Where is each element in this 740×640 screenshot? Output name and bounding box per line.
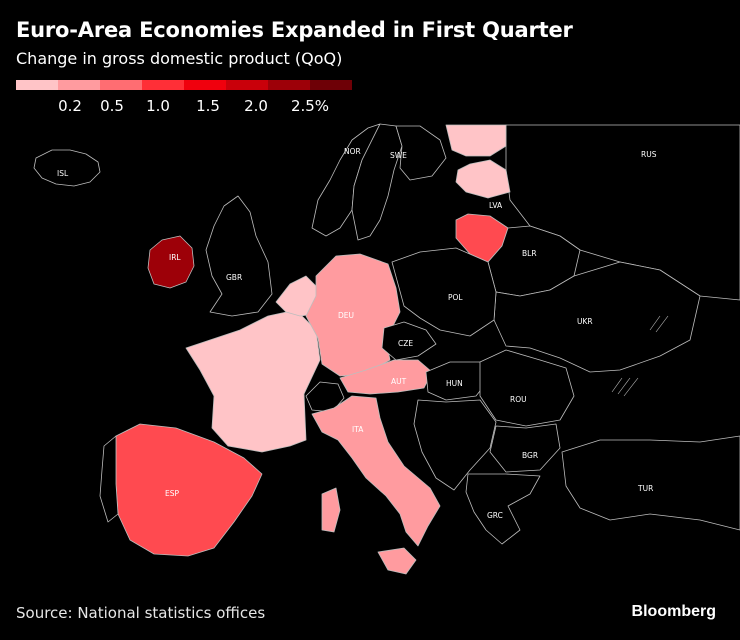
label-esp: ESP [165, 489, 179, 498]
chart-title: Euro-Area Economies Expanded in First Qu… [16, 18, 573, 42]
country-rus [505, 124, 740, 301]
label-ita: ITA [352, 425, 364, 434]
label-lva: LVA [489, 201, 503, 210]
label-hun: HUN [446, 379, 463, 388]
legend-swatch [268, 80, 310, 90]
bloomberg-logo: Bloomberg [631, 603, 716, 620]
legend-swatch [16, 80, 58, 90]
label-grc: GRC [487, 511, 503, 520]
label-rus: RUS [641, 150, 657, 159]
label-swe: SWE [390, 151, 407, 160]
legend-swatch [226, 80, 268, 90]
label-pol: POL [448, 293, 463, 302]
source-note: Source: National statistics offices [16, 604, 266, 622]
color-legend: 0.2 0.5 1.0 1.5 2.0 2.5% [16, 80, 352, 120]
country-grc [465, 473, 541, 545]
label-deu: DEU [338, 311, 354, 320]
country-irl [147, 235, 195, 289]
label-isl: ISL [57, 169, 69, 178]
country-est [445, 124, 507, 157]
legend-color-bar [16, 80, 352, 90]
country-pol [391, 247, 497, 337]
legend-tick: 2.5% [290, 97, 330, 115]
chart-subtitle: Change in gross domestic product (QoQ) [16, 49, 343, 68]
legend-swatch [184, 80, 226, 90]
country-rou [479, 349, 575, 427]
label-nor: NOR [344, 147, 361, 156]
country-fra [185, 309, 321, 453]
country-esp [115, 423, 263, 557]
legend-tick: 0.5 [100, 97, 124, 115]
label-ukr: UKR [577, 317, 593, 326]
disputed-hatch [611, 315, 669, 397]
legend-swatch [100, 80, 142, 90]
label-aut: AUT [391, 377, 407, 386]
label-rou: ROU [510, 395, 527, 404]
country-lva [455, 159, 511, 199]
country-ita-sicily [377, 547, 417, 575]
legend-tick: 1.0 [146, 97, 170, 115]
country-tur [561, 435, 740, 531]
legend-swatch [310, 80, 352, 90]
country-balkans [413, 399, 497, 491]
country-fin [395, 125, 447, 181]
country-ukr [493, 261, 701, 373]
legend-tick: 2.0 [244, 97, 268, 115]
country-isl [33, 149, 101, 187]
country-prt [99, 435, 119, 523]
country-che [305, 381, 345, 413]
legend-swatch [142, 80, 184, 90]
country-ita-sardinia [321, 487, 341, 533]
country-gbr [205, 195, 273, 317]
country-cze [381, 321, 437, 361]
label-irl: IRL [169, 253, 181, 262]
country-bgr [489, 423, 561, 473]
country-ita [311, 395, 441, 547]
label-gbr: GBR [226, 273, 242, 282]
legend-swatch [58, 80, 100, 90]
europe-map: ISL NOR SWE RUS LVA IRL GBR BLR POL DEU … [33, 123, 740, 575]
legend-tick: 0.2 [58, 97, 82, 115]
country-deu [305, 253, 401, 377]
label-tur: TUR [637, 484, 653, 493]
legend-tick: 1.5 [196, 97, 220, 115]
label-cze: CZE [398, 339, 413, 348]
label-blr: BLR [522, 249, 537, 258]
label-bgr: BGR [522, 451, 538, 460]
